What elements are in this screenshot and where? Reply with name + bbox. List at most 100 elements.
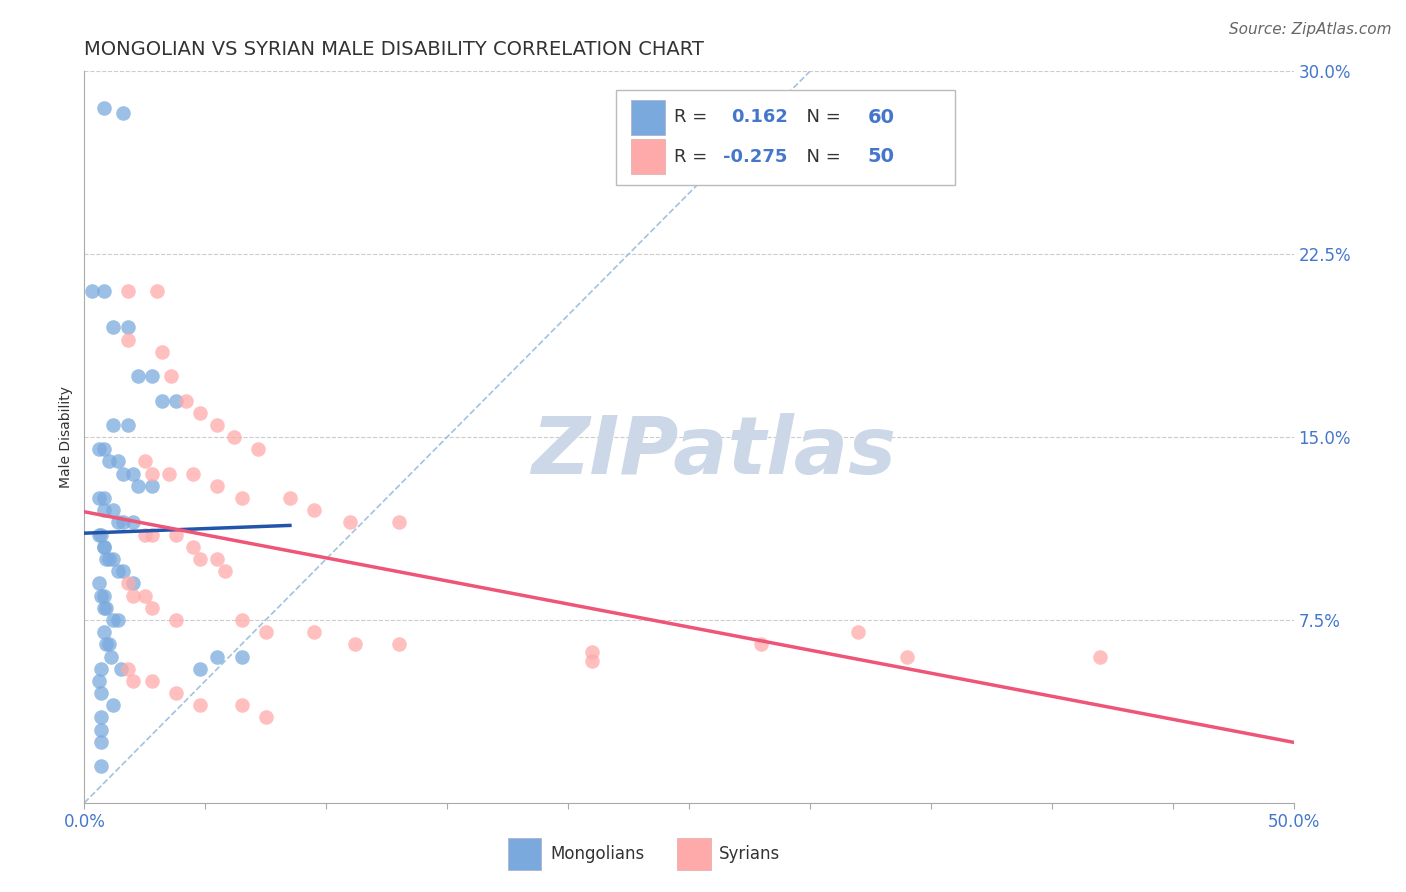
Text: Source: ZipAtlas.com: Source: ZipAtlas.com xyxy=(1229,22,1392,37)
Point xyxy=(93,589,115,603)
Point xyxy=(107,564,129,578)
Point xyxy=(344,637,367,651)
Point xyxy=(90,662,112,676)
Point xyxy=(100,649,122,664)
Text: 60: 60 xyxy=(868,108,894,127)
Point xyxy=(117,662,139,676)
Point xyxy=(231,649,253,664)
Point xyxy=(224,430,246,444)
Bar xyxy=(508,838,541,870)
Point xyxy=(207,417,229,432)
Point xyxy=(103,320,125,334)
Point xyxy=(751,637,773,651)
Y-axis label: Male Disability: Male Disability xyxy=(59,386,73,488)
Point xyxy=(207,552,229,566)
Point xyxy=(87,491,110,505)
Point xyxy=(103,503,125,517)
Point xyxy=(112,467,135,481)
Point xyxy=(174,393,197,408)
Point xyxy=(254,625,277,640)
Point xyxy=(302,625,325,640)
Bar xyxy=(676,838,710,870)
Text: Mongolians: Mongolians xyxy=(550,845,644,863)
Point xyxy=(846,625,869,640)
Point xyxy=(150,344,173,359)
Point xyxy=(207,649,229,664)
Point xyxy=(90,527,112,541)
Text: -0.275: -0.275 xyxy=(723,148,787,166)
Point xyxy=(207,479,229,493)
Point xyxy=(190,698,212,713)
Point xyxy=(127,479,149,493)
Point xyxy=(141,527,163,541)
Text: MONGOLIAN VS SYRIAN MALE DISABILITY CORRELATION CHART: MONGOLIAN VS SYRIAN MALE DISABILITY CORR… xyxy=(84,39,704,59)
Point xyxy=(165,686,187,700)
Bar xyxy=(631,139,665,175)
Point xyxy=(247,442,270,457)
Point xyxy=(110,662,132,676)
Point xyxy=(90,723,112,737)
Point xyxy=(97,637,120,651)
Point xyxy=(117,576,139,591)
Point xyxy=(97,454,120,468)
Point xyxy=(388,637,411,651)
Point xyxy=(231,698,253,713)
Point xyxy=(87,576,110,591)
Text: N =: N = xyxy=(796,148,846,166)
Point xyxy=(112,105,135,120)
Point xyxy=(112,516,135,530)
Point xyxy=(117,284,139,298)
Point xyxy=(90,735,112,749)
Point xyxy=(181,467,204,481)
Point xyxy=(121,673,143,688)
Point xyxy=(134,589,156,603)
Point xyxy=(103,613,125,627)
Text: 50: 50 xyxy=(868,147,894,167)
Point xyxy=(93,540,115,554)
Point xyxy=(121,516,143,530)
Text: ZIPatlas: ZIPatlas xyxy=(530,413,896,491)
Point xyxy=(103,698,125,713)
Point xyxy=(165,613,187,627)
Point xyxy=(190,552,212,566)
Point xyxy=(150,393,173,408)
Point xyxy=(302,503,325,517)
Point xyxy=(80,284,103,298)
Point xyxy=(141,479,163,493)
Point xyxy=(117,320,139,334)
Point xyxy=(107,454,129,468)
Point xyxy=(214,564,236,578)
Point xyxy=(339,516,361,530)
Point xyxy=(141,600,163,615)
Text: R =: R = xyxy=(675,109,720,127)
Text: 0.162: 0.162 xyxy=(731,109,789,127)
Point xyxy=(190,662,212,676)
Text: Syrians: Syrians xyxy=(720,845,780,863)
Point xyxy=(581,645,603,659)
FancyBboxPatch shape xyxy=(616,90,955,185)
Point xyxy=(87,442,110,457)
Point xyxy=(103,417,125,432)
Point xyxy=(121,576,143,591)
Point xyxy=(160,369,183,384)
Point xyxy=(87,527,110,541)
Point xyxy=(93,600,115,615)
Point xyxy=(90,589,112,603)
Point xyxy=(94,552,117,566)
Point xyxy=(93,284,115,298)
Point xyxy=(117,333,139,347)
Point xyxy=(141,673,163,688)
Point xyxy=(134,527,156,541)
Point xyxy=(157,467,180,481)
Point xyxy=(90,759,112,773)
Point xyxy=(93,503,115,517)
Point xyxy=(93,101,115,115)
Point xyxy=(141,369,163,384)
Point xyxy=(97,552,120,566)
Point xyxy=(165,393,187,408)
Point xyxy=(278,491,301,505)
Point xyxy=(231,613,253,627)
Point xyxy=(117,417,139,432)
Point xyxy=(94,637,117,651)
Point xyxy=(146,284,169,298)
